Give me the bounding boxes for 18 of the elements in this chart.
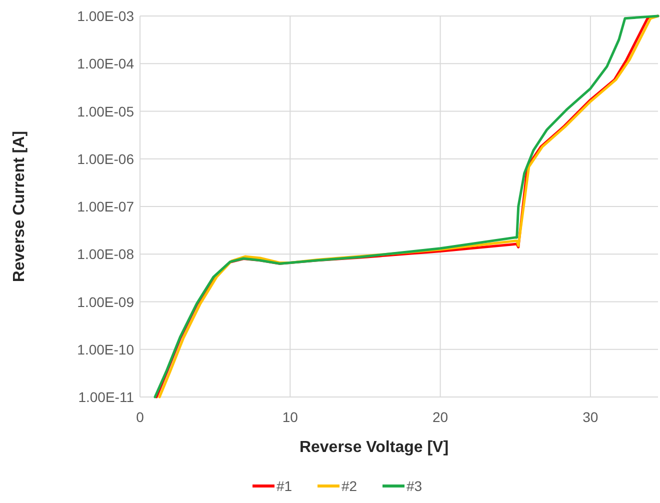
y-tick-label: 1.00E-07 [77,198,134,214]
y-tick-label: 1.00E-03 [77,8,134,24]
y-tick-label: 1.00E-11 [78,389,134,405]
y-tick-label: 1.00E-05 [77,103,134,120]
legend-label: #1 [276,478,292,494]
legend-label: #3 [406,478,422,494]
x-tick-label: 0 [136,409,144,425]
y-tick-label: 1.00E-04 [77,56,134,72]
y-tick-label: 1.00E-09 [77,294,134,310]
x-tick-label: 30 [582,409,598,425]
y-tick-label: 1.00E-10 [77,341,134,358]
x-axis-title: Reverse Voltage [V] [299,439,449,456]
y-tick-label: 1.00E-06 [77,150,134,167]
y-tick-label: 1.00E-08 [77,246,134,262]
legend-label: #2 [342,478,358,494]
y-axis-title: Reverse Current [A] [11,130,28,282]
x-tick-label: 20 [432,409,448,425]
x-tick-label: 10 [282,409,298,425]
